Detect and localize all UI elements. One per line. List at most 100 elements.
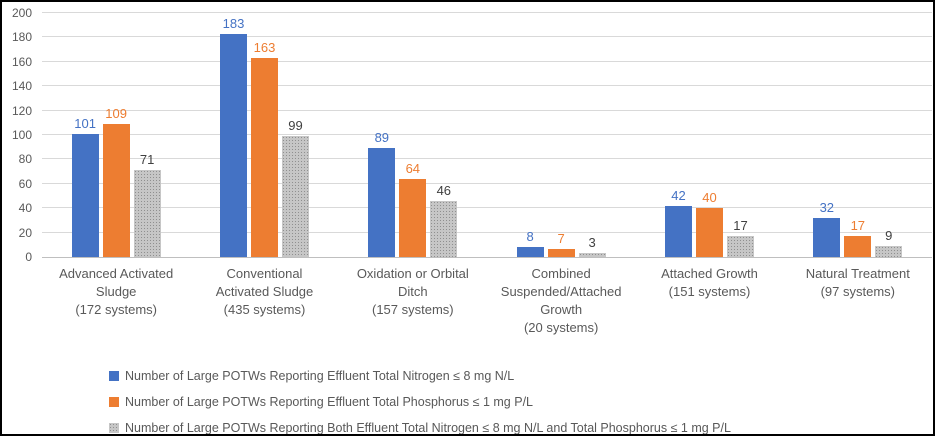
bar [695, 208, 723, 257]
bar-value-label: 8 [526, 229, 534, 245]
bar-wrap: 3 [578, 235, 606, 257]
bar-value-label: 183 [222, 15, 245, 31]
bar-value-label: 3 [588, 235, 596, 251]
bar [368, 148, 396, 257]
y-tick-label: 40 [18, 201, 32, 216]
gridline [42, 207, 932, 209]
bar [281, 136, 309, 257]
plot-area [42, 12, 932, 258]
bar-group: 42 40 17 [635, 13, 783, 257]
gridline [42, 12, 932, 13]
bar-value-label: 17 [850, 218, 866, 234]
category-label: Combined Suspended/Attached Growth (20 s… [500, 266, 622, 335]
y-axis-labels: 0 20 40 60 80 100 120 140 160 180 200 [2, 6, 36, 264]
bar-value-label: 64 [405, 160, 421, 176]
bar-wrap: 89 [368, 130, 396, 257]
bar-value-label: 9 [885, 228, 893, 243]
bar-value-label: 40 [702, 190, 717, 206]
bar-wrap: 183 [219, 15, 247, 257]
legend-item: Number of Large POTWs Reporting Both Eff… [109, 415, 731, 435]
category-label: Natural Treatment (97 systems) [805, 266, 910, 299]
bar [430, 200, 458, 257]
legend-label: Number of Large POTWs Reporting Both Eff… [125, 421, 731, 435]
bar-wrap: 99 [281, 118, 309, 257]
category-label: Advanced Activated Sludge (172 systems) [59, 266, 174, 317]
bar-value-label: 46 [436, 182, 452, 198]
bar-value-label: 163 [253, 40, 276, 56]
legend-marker [109, 397, 119, 407]
bar [399, 178, 427, 257]
category-label: Attached Growth (151 systems) [661, 266, 758, 299]
bar-value-label: 17 [733, 218, 748, 234]
bar [664, 205, 692, 257]
y-tick-label: 60 [18, 176, 32, 191]
legend-label: Number of Large POTWs Reporting Effluent… [125, 395, 533, 409]
bar-wrap: 17 [844, 218, 872, 257]
bar [547, 248, 575, 257]
bar-wrap: 9 [875, 228, 903, 257]
bar [813, 218, 841, 257]
y-tick-label: 200 [11, 6, 32, 20]
bar [726, 236, 754, 257]
bar-value-label: 42 [671, 187, 686, 203]
bar-cluster: 42 40 17 [664, 187, 754, 257]
category-label: Oxidation or Orbital Ditch (157 systems) [356, 266, 469, 317]
y-tick-label: 140 [11, 79, 32, 94]
gridline [42, 36, 932, 38]
bar-wrap: 64 [399, 160, 427, 257]
y-tick-label: 0 [25, 250, 32, 264]
legend-marker [109, 423, 119, 433]
gridline [42, 109, 932, 111]
bar-wrap: 101 [71, 115, 99, 257]
bar-wrap: 32 [813, 200, 841, 257]
bar-wrap: 40 [695, 190, 723, 257]
y-tick-label: 80 [18, 152, 32, 167]
bar-wrap: 109 [102, 106, 130, 257]
bar-value-label: 109 [105, 106, 127, 121]
bar-wrap: 163 [250, 40, 278, 257]
bar-value-label: 89 [374, 130, 390, 146]
bar-group: 32 17 9 [784, 13, 932, 257]
bar-cluster: 89 64 46 [368, 130, 458, 257]
bar-groups: 101 109 71 183 163 99 89 64 46 8 7 3 42 40 17 32 17 9 [42, 13, 932, 257]
bar-value-label: 71 [139, 152, 155, 168]
bar [875, 246, 903, 257]
bar-value-label: 99 [288, 118, 303, 134]
legend-marker [109, 371, 119, 381]
bar-value-label: 101 [74, 115, 96, 131]
bar-group: 89 64 46 [339, 13, 487, 257]
bar-cluster: 8 7 3 [516, 229, 606, 257]
bar [133, 170, 161, 257]
bar [71, 133, 99, 257]
bar-cluster: 101 109 71 [71, 106, 161, 257]
bar-wrap: 71 [133, 152, 161, 257]
bar [219, 33, 247, 257]
legend-label: Number of Large POTWs Reporting Effluent… [125, 369, 515, 383]
bar [516, 247, 544, 257]
category-label: Conventional Activated Sludge (435 syste… [215, 266, 314, 317]
bar-group: 101 109 71 [42, 13, 190, 257]
legend: Number of Large POTWs Reporting Effluent… [109, 363, 731, 435]
bar-wrap: 42 [664, 187, 692, 257]
x-axis-labels: Advanced Activated Sludge (172 systems) C… [42, 265, 932, 337]
bar [102, 124, 130, 257]
gridline [42, 182, 932, 184]
bar [844, 236, 872, 257]
bar-group: 8 7 3 [487, 13, 635, 257]
bar-cluster: 32 17 9 [813, 200, 903, 257]
y-tick-label: 100 [11, 128, 32, 142]
y-tick-label: 180 [11, 30, 32, 45]
bar-group: 183 163 99 [190, 13, 338, 257]
gridline [42, 158, 932, 160]
y-tick-label: 160 [11, 54, 32, 69]
gridline [42, 85, 932, 87]
y-tick-label: 120 [11, 103, 32, 118]
bar-wrap: 46 [430, 182, 458, 257]
y-tick-label: 20 [18, 225, 32, 240]
legend-item: Number of Large POTWs Reporting Effluent… [109, 389, 731, 415]
bar-cluster: 183 163 99 [219, 15, 309, 257]
legend-item: Number of Large POTWs Reporting Effluent… [109, 363, 731, 389]
bar [578, 253, 606, 257]
bar-value-label: 32 [819, 200, 835, 215]
bar-value-label: 7 [557, 230, 565, 246]
